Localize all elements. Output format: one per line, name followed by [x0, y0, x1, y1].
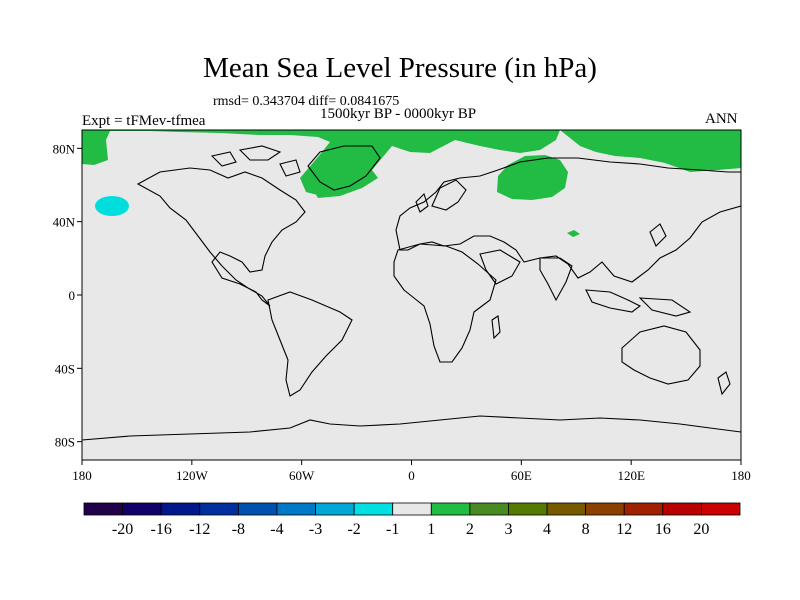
- period-line: 1500kyr BP - 0000kyr BP: [320, 106, 477, 122]
- lon-tick-label: 180: [731, 468, 751, 483]
- colorbar-label: -4: [270, 521, 283, 538]
- colorbar-label: -20: [112, 521, 133, 538]
- anomaly-region-east-siberian-arctic: [560, 130, 741, 172]
- stats-line: rmsd= 0.343704 diff= 0.0841675: [213, 94, 400, 109]
- anomaly-region-barents-kara-sea: [497, 155, 568, 200]
- colorbar-label: -12: [189, 521, 210, 538]
- colorbar-swatch: [315, 502, 355, 516]
- colorbar-swatch: [83, 502, 123, 516]
- lon-tick-label: 60E: [511, 468, 532, 483]
- anomaly-region-north-pacific-low: [95, 196, 129, 216]
- lat-tick-label: 80N: [53, 141, 76, 156]
- season-label: ANN: [705, 111, 738, 127]
- colorbar-swatch: [353, 502, 394, 516]
- lon-tick-label: 120W: [176, 468, 209, 483]
- lon-tick-label: 180: [72, 468, 92, 483]
- colorbar-swatch: [160, 502, 201, 516]
- map-background: [82, 130, 741, 460]
- colorbar-label: 20: [693, 521, 709, 538]
- colorbar-label: 16: [655, 521, 671, 538]
- colorbar-label: 8: [582, 521, 590, 538]
- colorbar-swatch: [392, 502, 432, 516]
- colorbar-label: -16: [151, 521, 172, 538]
- colorbar-swatch: [469, 502, 509, 516]
- colorbar: -20 -16 -12 -8 -4 -3 -2 -1 1 2 3 4 8 12 16 20: [83, 502, 741, 538]
- colorbar-swatch: [623, 502, 664, 516]
- colorbar-swatch: [585, 502, 625, 516]
- colorbar-label: 2: [466, 521, 474, 538]
- coastlines: [82, 145, 741, 441]
- colorbar-label: -8: [232, 521, 245, 538]
- lon-tick-label: 120E: [617, 468, 645, 483]
- lat-tick-label: 0: [69, 288, 76, 303]
- lat-tick-label: 40S: [55, 361, 75, 376]
- anomaly-region-north-atlantic-iceland: [306, 158, 378, 198]
- colorbar-swatch: [701, 502, 741, 516]
- colorbar-label: -1: [386, 521, 399, 538]
- experiment-label: Expt = tFMev-tfmea: [82, 113, 206, 129]
- latitude-axis: 80N 40N 0 40S 80S: [53, 141, 82, 450]
- colorbar-swatch: [276, 502, 316, 516]
- colorbar-swatch: [237, 502, 278, 516]
- colorbar-swatch: [199, 502, 239, 516]
- colorbar-swatch: [430, 502, 471, 516]
- lon-tick-label: 0: [408, 468, 415, 483]
- chart-title: Mean Sea Level Pressure (in hPa): [203, 52, 597, 84]
- lat-tick-label: 80S: [55, 435, 75, 450]
- lat-tick-label: 40N: [53, 215, 76, 230]
- colorbar-label: 12: [616, 521, 632, 538]
- colorbar-swatch: [662, 502, 702, 516]
- colorbar-swatch: [508, 502, 548, 516]
- colorbar-label: 1: [427, 521, 435, 538]
- colorbar-label: -3: [309, 521, 322, 538]
- colorbar-swatch: [546, 502, 587, 516]
- colorbar-label: 3: [504, 521, 512, 538]
- anomaly-region-east-siberian-arctic-patch: [567, 230, 580, 237]
- colorbar-label: 4: [543, 521, 551, 538]
- longitude-axis: 180 120W 60W 0 60E 120E 180: [72, 460, 751, 483]
- colorbar-swatch: [122, 502, 162, 516]
- colorbar-label: -2: [347, 521, 360, 538]
- lon-tick-label: 60W: [289, 468, 315, 483]
